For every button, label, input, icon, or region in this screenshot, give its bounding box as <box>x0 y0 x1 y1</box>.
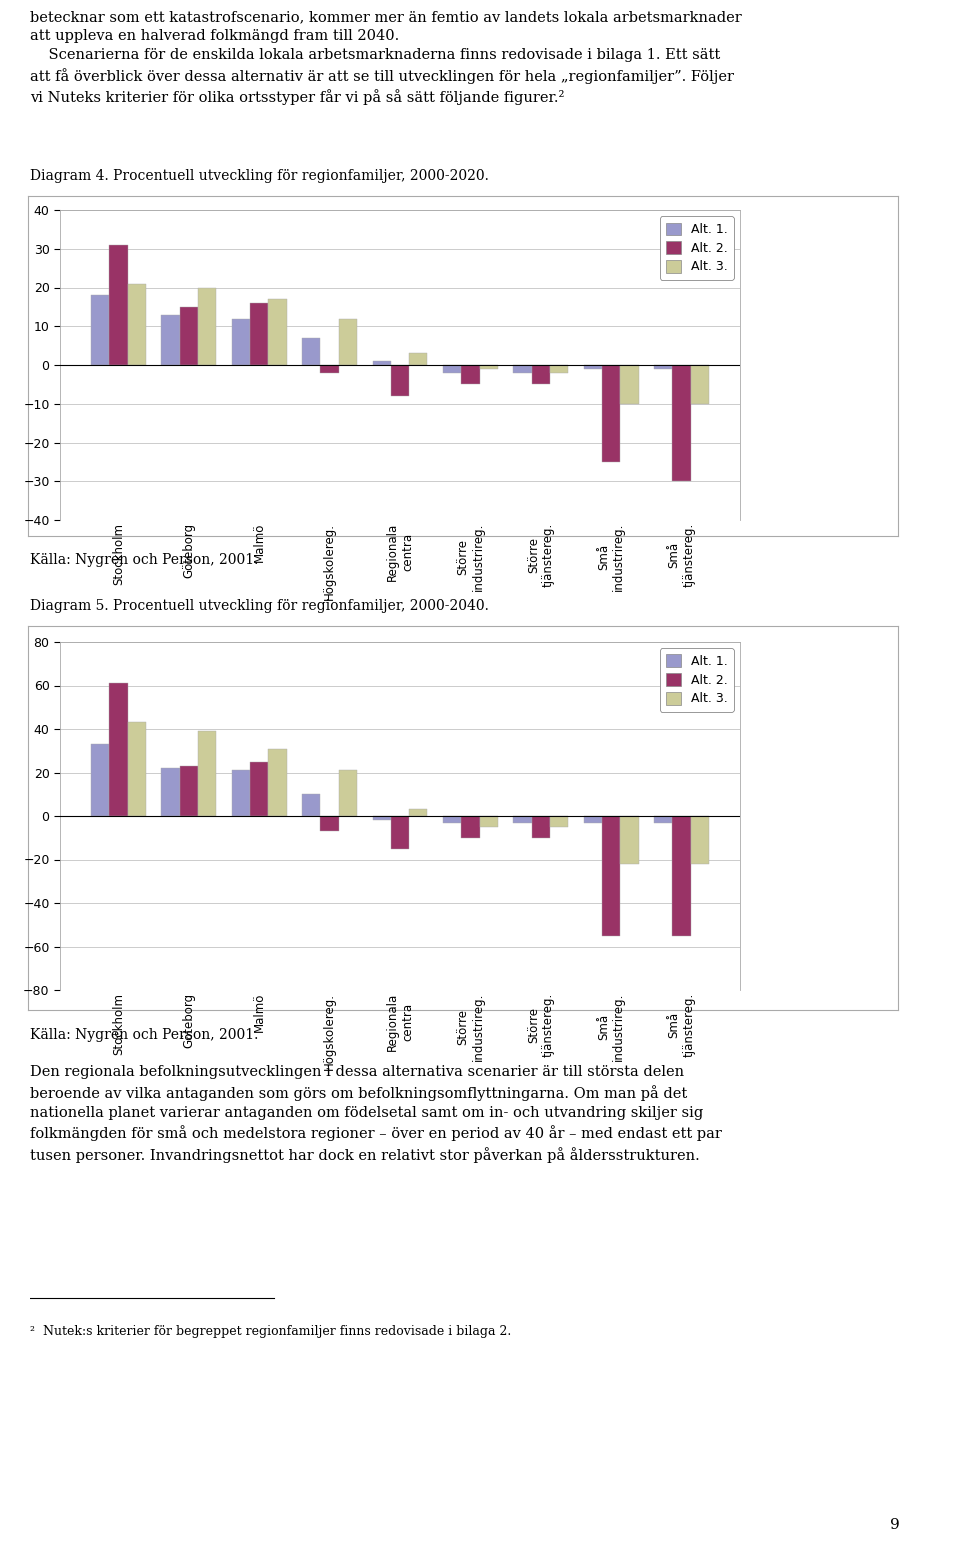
Bar <box>391 816 409 849</box>
Bar <box>198 731 216 816</box>
Bar <box>231 318 250 366</box>
Bar <box>584 816 602 822</box>
Bar <box>339 770 357 816</box>
Bar <box>620 366 638 404</box>
Bar <box>269 748 287 816</box>
Legend: Alt. 1., Alt. 2., Alt. 3.: Alt. 1., Alt. 2., Alt. 3. <box>660 648 733 711</box>
Text: 9: 9 <box>890 1518 900 1532</box>
Text: Källa: Nygren och Person, 2001.: Källa: Nygren och Person, 2001. <box>30 552 258 566</box>
Text: ²  Nutek:s kriterier för begreppet regionfamiljer finns redovisade i bilaga 2.: ² Nutek:s kriterier för begreppet region… <box>30 1325 512 1338</box>
Bar <box>339 318 357 366</box>
Text: Diagram 5. Procentuell utveckling för regionfamiljer, 2000-2040.: Diagram 5. Procentuell utveckling för re… <box>30 599 489 613</box>
Bar <box>321 366 339 373</box>
Bar <box>128 722 146 816</box>
Bar <box>372 816 391 821</box>
Text: Källa: Nygren och Person, 2001.: Källa: Nygren och Person, 2001. <box>30 1028 258 1042</box>
Legend: Alt. 1., Alt. 2., Alt. 3.: Alt. 1., Alt. 2., Alt. 3. <box>660 216 733 279</box>
Bar <box>514 816 532 822</box>
Text: Den regionala befolkningsutvecklingen i dessa alternativa scenarier är till stör: Den regionala befolkningsutvecklingen i … <box>30 1065 722 1163</box>
Bar <box>269 299 287 366</box>
Bar <box>409 353 427 366</box>
Bar <box>180 765 198 816</box>
Bar <box>550 366 568 373</box>
Bar <box>128 284 146 366</box>
Bar <box>180 307 198 366</box>
Bar <box>250 762 269 816</box>
Bar <box>602 366 620 461</box>
Bar <box>532 816 550 838</box>
Bar <box>672 366 691 481</box>
Bar <box>691 366 709 404</box>
Bar <box>302 338 321 366</box>
Bar <box>161 768 180 816</box>
Bar <box>109 684 128 816</box>
Bar <box>672 816 691 935</box>
Bar <box>654 366 672 369</box>
Bar <box>480 816 498 827</box>
Bar <box>372 361 391 366</box>
Bar <box>602 816 620 935</box>
Bar <box>161 315 180 366</box>
Bar <box>654 816 672 822</box>
Bar <box>584 366 602 369</box>
Bar <box>620 816 638 864</box>
Bar <box>532 366 550 384</box>
Text: Diagram 4. Procentuell utveckling för regionfamiljer, 2000-2020.: Diagram 4. Procentuell utveckling för re… <box>30 170 489 184</box>
Bar <box>391 366 409 397</box>
Bar <box>321 816 339 832</box>
Bar <box>250 302 269 366</box>
Bar <box>409 810 427 816</box>
Bar <box>461 816 480 838</box>
Bar <box>198 287 216 366</box>
Bar <box>91 295 109 366</box>
Bar <box>91 744 109 816</box>
Bar <box>550 816 568 827</box>
Text: betecknar som ett katastrofscenario, kommer mer än femtio av landets lokala arbe: betecknar som ett katastrofscenario, kom… <box>30 9 742 105</box>
Bar <box>691 816 709 864</box>
Bar <box>302 795 321 816</box>
Bar <box>480 366 498 369</box>
Bar <box>109 245 128 366</box>
Bar <box>461 366 480 384</box>
Bar <box>231 770 250 816</box>
Bar <box>443 816 461 822</box>
Bar <box>443 366 461 373</box>
Bar <box>514 366 532 373</box>
